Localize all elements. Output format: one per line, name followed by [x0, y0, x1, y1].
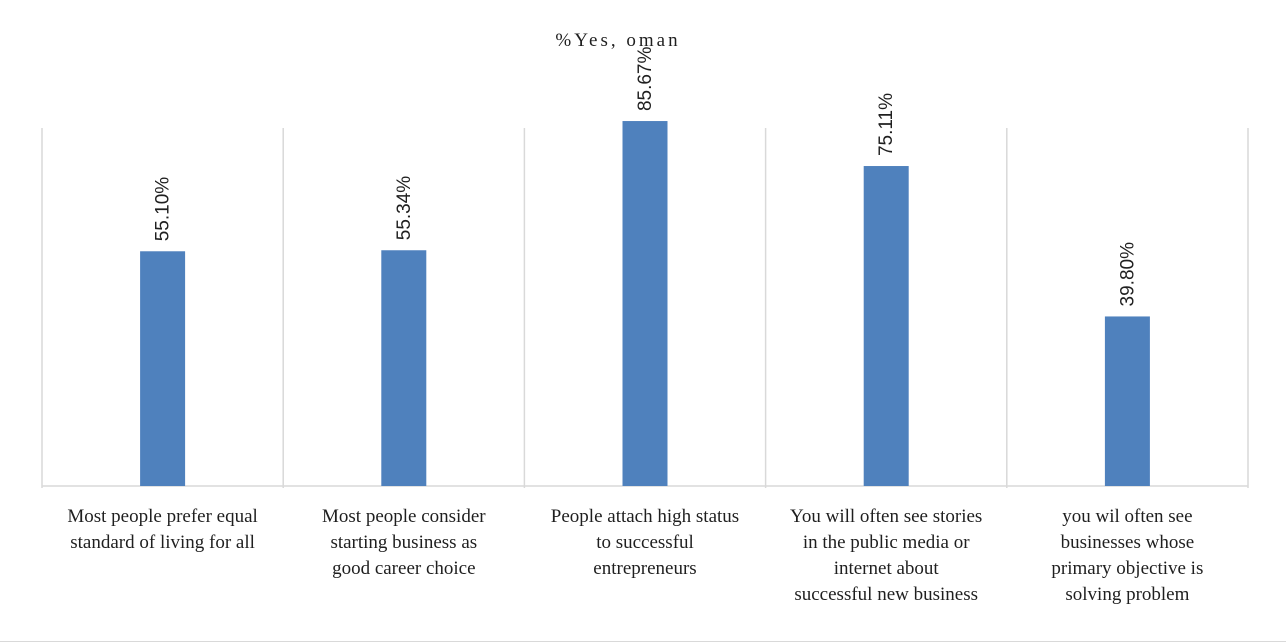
- data-label: 75.11%: [876, 93, 897, 156]
- data-label: 85.67%: [635, 46, 656, 111]
- bar: [863, 166, 909, 486]
- data-label: 39.80%: [1117, 242, 1138, 307]
- bar: [622, 121, 668, 486]
- bar: [381, 250, 427, 486]
- bar: [140, 251, 186, 486]
- category-label: Most people consider starting business a…: [322, 506, 486, 579]
- category-label: you wil often see businesses whose prima…: [1051, 506, 1204, 605]
- bar: [1104, 316, 1150, 486]
- category-label: Most people prefer equal standard of liv…: [67, 506, 258, 553]
- category-label: People attach high status to successful …: [550, 506, 740, 579]
- chart-title: %Yes, oman: [555, 30, 681, 51]
- data-label: 55.34%: [394, 176, 415, 241]
- category-label: You will often see stories in the public…: [790, 506, 983, 605]
- data-label: 55.10%: [153, 177, 174, 242]
- bottom-divider: [0, 641, 1286, 642]
